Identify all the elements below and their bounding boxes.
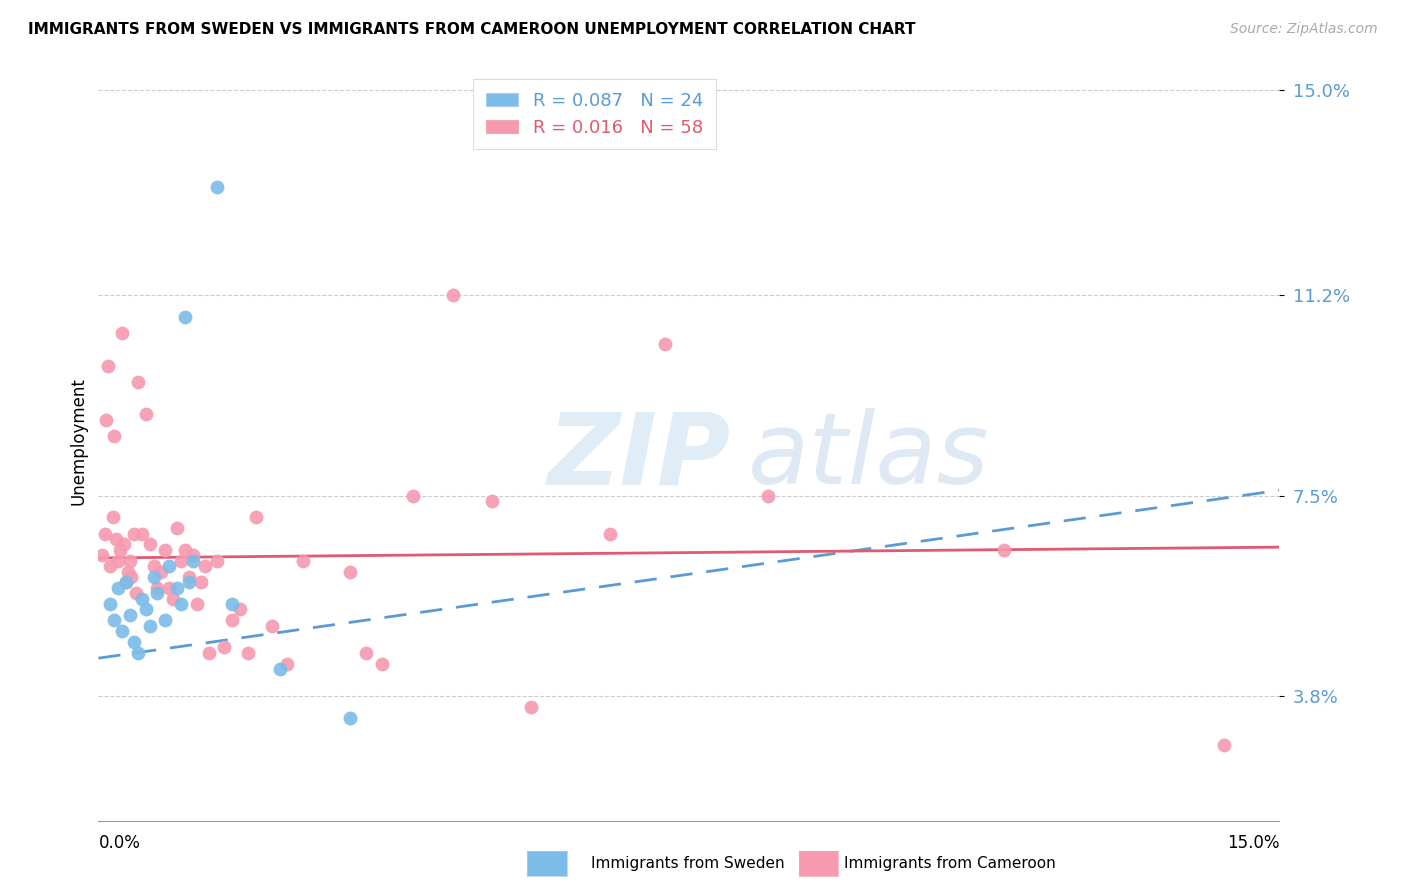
Point bbox=[157, 581, 180, 595]
Point bbox=[103, 429, 125, 443]
Point bbox=[162, 591, 184, 606]
Text: 15.0%: 15.0% bbox=[1227, 834, 1279, 852]
Point bbox=[170, 554, 193, 568]
Point bbox=[118, 554, 141, 568]
Point bbox=[205, 554, 228, 568]
Point bbox=[177, 575, 200, 590]
Point bbox=[371, 657, 394, 671]
Point bbox=[97, 359, 120, 373]
Point bbox=[146, 581, 169, 595]
Point bbox=[135, 408, 157, 422]
Point bbox=[157, 559, 180, 574]
Point bbox=[166, 581, 188, 595]
Point bbox=[260, 618, 283, 632]
Point bbox=[520, 699, 543, 714]
Point bbox=[125, 586, 148, 600]
Text: 0.0%: 0.0% bbox=[98, 834, 141, 852]
Point bbox=[599, 526, 621, 541]
Point bbox=[229, 602, 252, 616]
Point bbox=[339, 565, 361, 579]
Point bbox=[127, 375, 149, 389]
Point bbox=[186, 597, 208, 611]
Point bbox=[122, 635, 145, 649]
Point bbox=[127, 646, 149, 660]
Point bbox=[107, 581, 129, 595]
Point bbox=[142, 570, 165, 584]
Point bbox=[756, 489, 779, 503]
Point bbox=[221, 613, 243, 627]
Point bbox=[441, 288, 464, 302]
Point bbox=[122, 526, 145, 541]
Legend: R = 0.087   N = 24, R = 0.016   N = 58: R = 0.087 N = 24, R = 0.016 N = 58 bbox=[474, 79, 716, 149]
Point bbox=[146, 586, 169, 600]
Point bbox=[339, 711, 361, 725]
Text: ZIP: ZIP bbox=[547, 409, 730, 505]
Point bbox=[115, 575, 138, 590]
Point bbox=[111, 326, 134, 341]
Point bbox=[138, 537, 160, 551]
Point bbox=[98, 597, 121, 611]
Point bbox=[197, 646, 219, 660]
Point bbox=[96, 413, 118, 427]
Text: IMMIGRANTS FROM SWEDEN VS IMMIGRANTS FROM CAMEROON UNEMPLOYMENT CORRELATION CHAR: IMMIGRANTS FROM SWEDEN VS IMMIGRANTS FRO… bbox=[28, 22, 915, 37]
Point bbox=[121, 570, 143, 584]
Point bbox=[993, 542, 1015, 557]
Point bbox=[214, 640, 236, 655]
Point bbox=[103, 613, 125, 627]
Point bbox=[155, 613, 177, 627]
Point bbox=[115, 575, 138, 590]
Point bbox=[181, 554, 204, 568]
Point bbox=[117, 565, 139, 579]
Point bbox=[181, 548, 204, 563]
Point bbox=[107, 554, 129, 568]
Point bbox=[177, 570, 200, 584]
Point bbox=[402, 489, 425, 503]
Point bbox=[1213, 738, 1236, 752]
Point bbox=[91, 548, 114, 563]
Point bbox=[93, 526, 115, 541]
Point bbox=[111, 624, 134, 639]
Point bbox=[481, 494, 503, 508]
Point bbox=[98, 559, 121, 574]
Y-axis label: Unemployment: Unemployment bbox=[69, 377, 87, 506]
Point bbox=[174, 542, 197, 557]
Point bbox=[236, 646, 259, 660]
Point bbox=[142, 559, 165, 574]
Point bbox=[276, 657, 298, 671]
Point bbox=[166, 521, 188, 535]
Point bbox=[131, 526, 153, 541]
Text: atlas: atlas bbox=[748, 409, 990, 505]
Point bbox=[118, 607, 141, 622]
Point bbox=[245, 510, 267, 524]
Point bbox=[174, 310, 197, 324]
Point bbox=[138, 618, 160, 632]
Point bbox=[354, 646, 377, 660]
Point bbox=[292, 554, 315, 568]
Point bbox=[170, 597, 193, 611]
Point bbox=[131, 591, 153, 606]
Point bbox=[190, 575, 212, 590]
Point bbox=[654, 337, 676, 351]
Point bbox=[221, 597, 243, 611]
Point bbox=[101, 510, 124, 524]
Point bbox=[205, 180, 228, 194]
Text: Immigrants from Sweden: Immigrants from Sweden bbox=[591, 856, 785, 871]
Point bbox=[269, 662, 291, 676]
Text: Source: ZipAtlas.com: Source: ZipAtlas.com bbox=[1230, 22, 1378, 37]
Point bbox=[150, 565, 173, 579]
Point bbox=[104, 532, 127, 546]
Point bbox=[110, 542, 132, 557]
Point bbox=[155, 542, 177, 557]
Text: Immigrants from Cameroon: Immigrants from Cameroon bbox=[844, 856, 1056, 871]
Point bbox=[112, 537, 135, 551]
Point bbox=[135, 602, 157, 616]
Point bbox=[194, 559, 217, 574]
